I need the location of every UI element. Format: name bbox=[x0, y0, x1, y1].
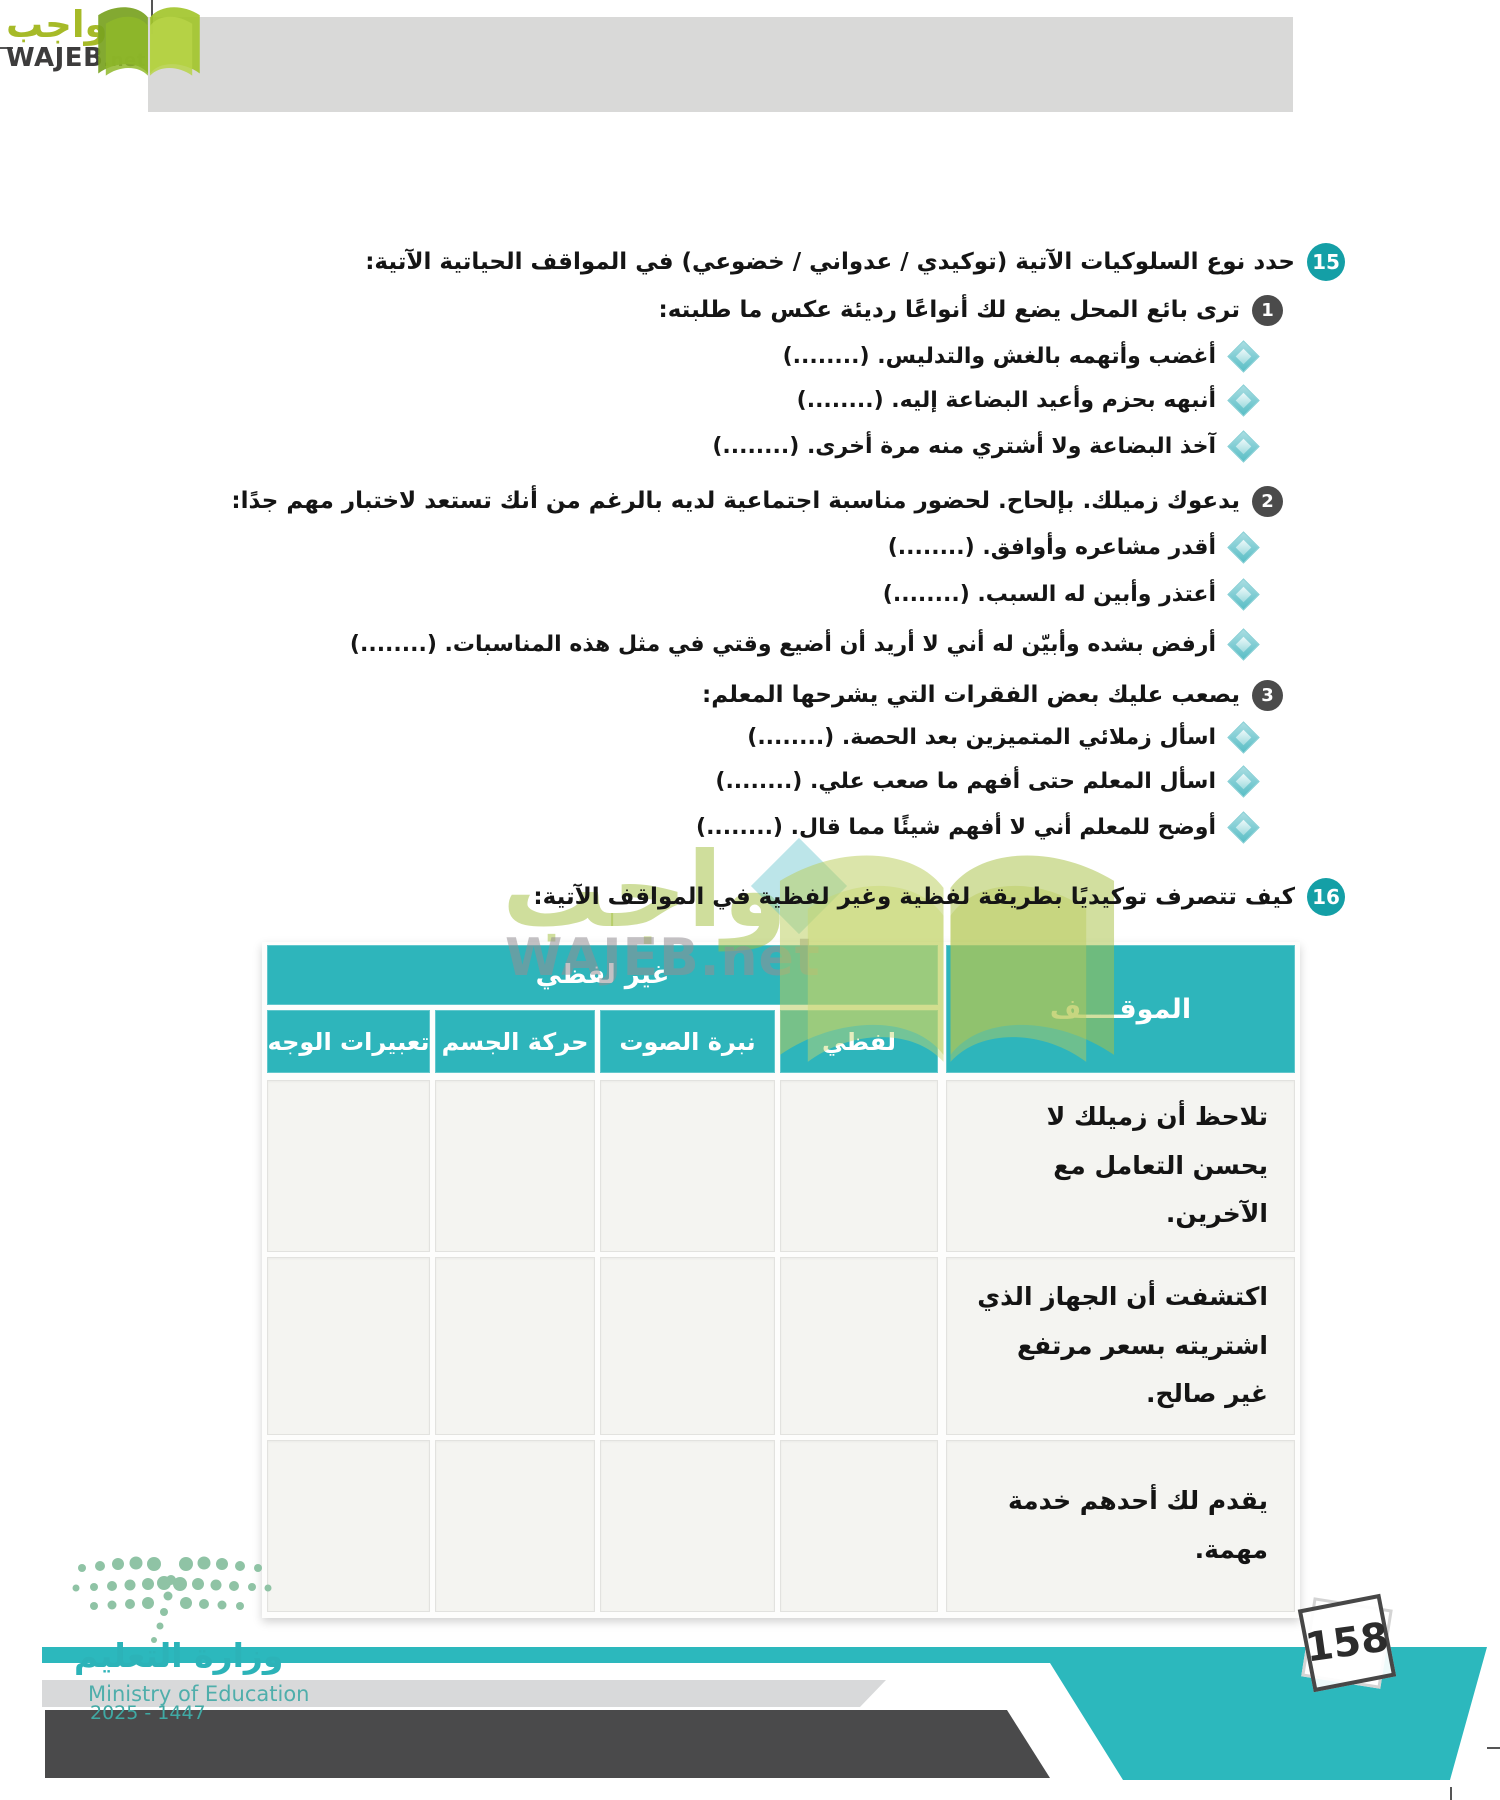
empty-answer-cell bbox=[435, 1080, 595, 1252]
situation-cell: تلاحظ أن زميلك لا يحسن التعامل مع الآخري… bbox=[946, 1080, 1295, 1252]
situation-item-3-text: يصعب عليك بعض الفقرات التي يشرحها المعلم… bbox=[702, 682, 1240, 708]
empty-answer-cell bbox=[267, 1080, 430, 1252]
situation-item-2-text: يدعوك زميلك. بإلحاح. لحضور مناسبة اجتماع… bbox=[231, 488, 1240, 514]
wajeb-logo-arabic: واجب bbox=[6, 3, 108, 46]
situation-item-2-number-badge: 2 bbox=[1252, 485, 1283, 517]
empty-answer-cell bbox=[600, 1257, 775, 1435]
situation-cell: يقدم لك أحدهم خدمة مهمة. bbox=[946, 1440, 1295, 1612]
crop-mark-left bbox=[0, 47, 13, 49]
option-text: اسأل زملائي المتميزين بعد الحصة. (......… bbox=[747, 724, 1216, 750]
situation-item-1-number-badge: 1 bbox=[1252, 294, 1283, 326]
situation-item-1-text: ترى بائع المحل يضع لك أنواعًا رديئة عكس … bbox=[658, 297, 1240, 323]
option-line: أوضح للمعلم أني لا أفهم شيئًا مما قال. (… bbox=[696, 805, 1260, 849]
wajeb-logo-latin-bold: WAJEB bbox=[6, 43, 104, 73]
diamond-bullet-icon bbox=[1227, 764, 1260, 798]
empty-answer-cell bbox=[435, 1440, 595, 1612]
empty-answer-cell bbox=[435, 1257, 595, 1435]
option-line: أغضب وأتهمه بالغش والتدليس. (........) bbox=[782, 334, 1260, 378]
empty-answer-cell bbox=[600, 1440, 775, 1612]
empty-answer-cell bbox=[267, 1257, 430, 1435]
empty-answer-cell bbox=[780, 1257, 938, 1435]
situation-item-2: 2 يدعوك زميلك. بإلحاح. لحضور مناسبة اجتم… bbox=[231, 479, 1283, 523]
crop-mark-bottom-right bbox=[1487, 1747, 1500, 1749]
table-header-situation: الموقــــف bbox=[946, 945, 1295, 1073]
footer-teal-band bbox=[42, 1647, 1487, 1780]
footer-lightgray-band bbox=[42, 1680, 886, 1707]
option-line: أقدر مشاعره وأوافق. (........) bbox=[887, 525, 1260, 569]
question-16-number-badge: 16 bbox=[1307, 878, 1345, 916]
option-text: أوضح للمعلم أني لا أفهم شيئًا مما قال. (… bbox=[696, 814, 1216, 840]
situation-item-1: 1 ترى بائع المحل يضع لك أنواعًا رديئة عك… bbox=[659, 288, 1283, 332]
table-header-nonverbal: غير لفظي bbox=[267, 945, 938, 1005]
empty-answer-cell bbox=[780, 1440, 938, 1612]
top-gray-band bbox=[148, 17, 1293, 112]
diamond-bullet-icon bbox=[1227, 339, 1260, 373]
situation-cell: اكتشفت أن الجهاز الذي اشتريته بسعر مرتفع… bbox=[946, 1257, 1295, 1435]
wajeb-logo: واجب WAJEB.net bbox=[6, 6, 206, 73]
situation-item-3-number-badge: 3 bbox=[1252, 679, 1283, 711]
diamond-bullet-icon bbox=[1227, 810, 1260, 844]
question-16: 16 كيف تتصرف توكيديًا بطريقة لفظية وغير … bbox=[533, 875, 1345, 919]
empty-answer-cell bbox=[600, 1080, 775, 1252]
footer-bands bbox=[42, 1647, 1487, 1780]
option-text: أغضب وأتهمه بالغش والتدليس. (........) bbox=[782, 343, 1216, 369]
option-text: أقدر مشاعره وأوافق. (........) bbox=[887, 534, 1216, 560]
option-line: آخذ البضاعة ولا أشتري منه مرة أخرى. (...… bbox=[712, 424, 1260, 468]
question-15-text: حدد نوع السلوكيات الآتية (توكيدي / عدوان… bbox=[365, 249, 1295, 275]
page-number: 158 bbox=[1302, 1614, 1392, 1672]
option-line: أعتذر وأبين له السبب. (........) bbox=[882, 572, 1260, 616]
crop-mark-bottom bbox=[1450, 1787, 1452, 1800]
table-header-verbal: لفظي bbox=[780, 1010, 938, 1073]
question-16-text: كيف تتصرف توكيديًا بطريقة لفظية وغير لفظ… bbox=[533, 884, 1295, 910]
empty-answer-cell bbox=[780, 1080, 938, 1252]
diamond-bullet-icon bbox=[1227, 383, 1260, 417]
option-line: اسأل زملائي المتميزين بعد الحصة. (......… bbox=[747, 715, 1260, 759]
diamond-bullet-icon bbox=[1227, 577, 1260, 611]
ministry-arabic-wordmark: وزارة التعليم bbox=[74, 1636, 284, 1675]
option-text: أنبهه بحزم وأعيد البضاعة إليه. (........… bbox=[796, 387, 1216, 413]
ministry-english-wordmark: Ministry of Education bbox=[88, 1682, 310, 1706]
table-header-facial-expressions: تعبيرات الوجه bbox=[267, 1010, 430, 1073]
option-line: اسأل المعلم حتى أفهم ما صعب علي. (......… bbox=[715, 759, 1260, 803]
table-header-body-movement: حركة الجسم bbox=[435, 1010, 595, 1073]
wajeb-logo-latin: WAJEB.net bbox=[6, 43, 146, 73]
page-number-badge: 158 bbox=[1297, 1593, 1397, 1693]
question-15: 15 حدد نوع السلوكيات الآتية (توكيدي / عد… bbox=[365, 240, 1345, 284]
question-15-number-badge: 15 bbox=[1307, 243, 1345, 281]
diamond-bullet-icon bbox=[1227, 627, 1260, 661]
option-text: آخذ البضاعة ولا أشتري منه مرة أخرى. (...… bbox=[712, 433, 1216, 459]
table-header-voice-tone: نبرة الصوت bbox=[600, 1010, 775, 1073]
empty-answer-cell bbox=[267, 1440, 430, 1612]
ministry-of-education-logo bbox=[72, 1556, 272, 1643]
diamond-bullet-icon bbox=[1227, 720, 1260, 754]
option-text: اسأل المعلم حتى أفهم ما صعب علي. (......… bbox=[715, 768, 1216, 794]
option-text: أعتذر وأبين له السبب. (........) bbox=[882, 581, 1216, 607]
option-line: أرفض بشده وأبيّن له أني لا أريد أن أضيع … bbox=[349, 622, 1260, 666]
diamond-bullet-icon bbox=[1227, 429, 1260, 463]
option-line: أنبهه بحزم وأعيد البضاعة إليه. (........… bbox=[796, 378, 1260, 422]
footer-darkgray-band bbox=[45, 1710, 1050, 1778]
open-book-icon bbox=[98, 7, 200, 76]
option-text: أرفض بشده وأبيّن له أني لا أريد أن أضيع … bbox=[349, 631, 1216, 657]
situation-item-3: 3 يصعب عليك بعض الفقرات التي يشرحها المع… bbox=[702, 673, 1283, 717]
diamond-bullet-icon bbox=[1227, 530, 1260, 564]
edition-year: 2025 - 1447 bbox=[90, 1702, 206, 1724]
